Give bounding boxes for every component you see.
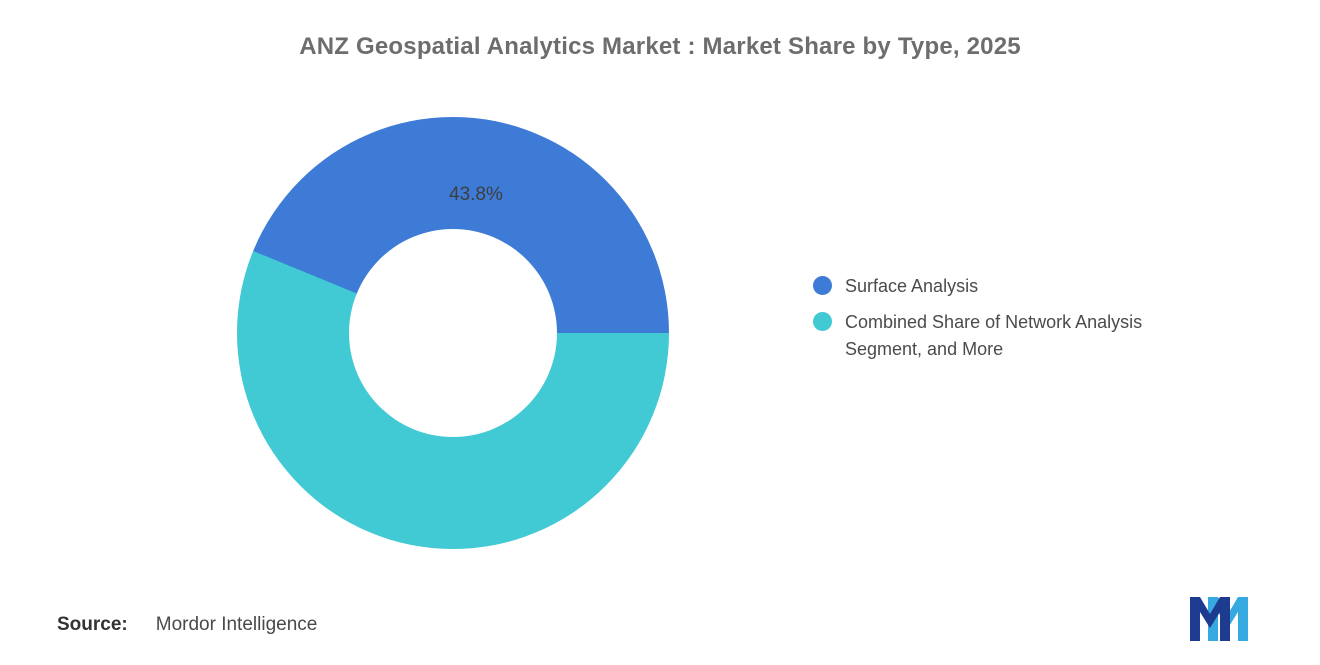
legend: Surface Analysis Combined Share of Netwo… <box>813 273 1223 363</box>
legend-swatch-blue <box>813 276 832 295</box>
legend-swatch-teal <box>813 312 832 331</box>
chart-title: ANZ Geospatial Analytics Market : Market… <box>299 33 1021 60</box>
source-line: Source: Mordor Intelligence <box>57 614 317 636</box>
source-name: Mordor Intelligence <box>155 614 318 635</box>
donut-hole <box>349 229 557 437</box>
source-prefix: Source: <box>57 614 128 635</box>
legend-label: Surface Analysis <box>845 276 979 296</box>
mordor-intelligence-logo <box>1190 597 1248 641</box>
legend-item-surface-analysis: Surface Analysis <box>813 273 1223 300</box>
legend-item-combined-share: Combined Share of Network Analysis Segme… <box>813 309 1223 363</box>
legend-label: Combined Share of Network Analysis Segme… <box>845 312 1143 359</box>
segment-value-label: 43.8% <box>449 184 503 205</box>
logo-dark-shape <box>1190 597 1230 641</box>
donut-chart: 43.8% <box>237 117 669 549</box>
